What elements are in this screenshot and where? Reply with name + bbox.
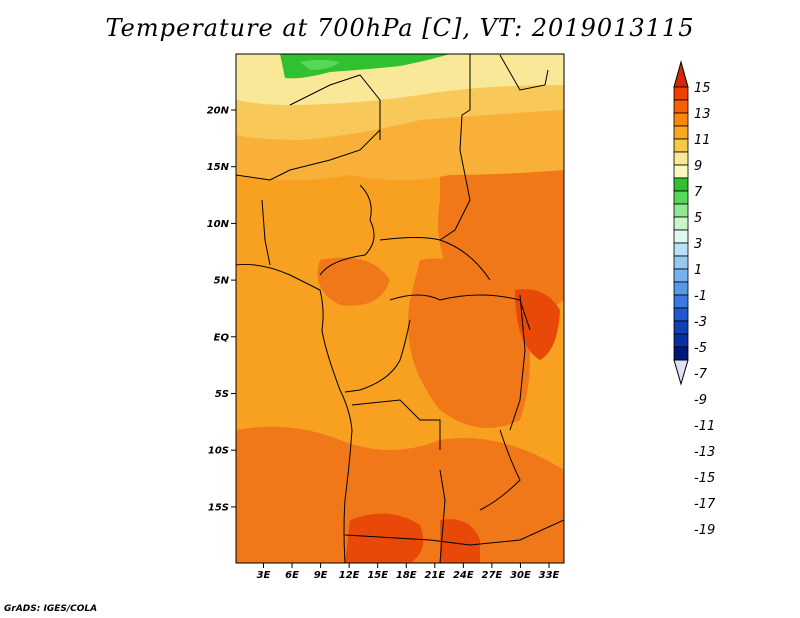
colorbar-label: -1 xyxy=(694,289,707,304)
map-frame xyxy=(235,53,565,564)
colorbar-label: -19 xyxy=(694,523,715,538)
colorbar-swatch xyxy=(673,229,689,244)
colorbar-swatch xyxy=(673,99,689,114)
colorbar-swatch xyxy=(673,333,689,348)
lon-tick-label: 3E xyxy=(257,570,271,581)
colorbar-bottom-triangle xyxy=(673,359,689,386)
colorbar: 15 13 11 9 7 5 3 1 -1 -3 -5 -7 -9 -11 -13 -15 -17 -19 xyxy=(673,60,716,538)
lat-tick-label: EQ xyxy=(214,332,230,343)
longitude-axis: 3E 6E 9E 12E 15E 18E 21E 24E 27E 30E 33E xyxy=(257,563,560,581)
colorbar-swatch xyxy=(673,164,689,179)
lon-tick-label: 9E xyxy=(314,570,328,581)
lon-tick-label: 12E xyxy=(339,570,360,581)
colorbar-swatch xyxy=(673,307,689,322)
lon-tick-label: 30E xyxy=(510,570,531,581)
colorbar-label: 13 xyxy=(694,107,711,122)
colorbar-swatch xyxy=(673,138,689,153)
colorbar-swatch xyxy=(673,242,689,257)
colorbar-swatch xyxy=(673,268,689,283)
lat-tick-label: 20N xyxy=(207,106,230,117)
colorbar-swatch xyxy=(673,190,689,205)
colorbar-swatch xyxy=(673,177,689,192)
lat-tick-label: 10N xyxy=(207,219,230,230)
colorbar-label: -15 xyxy=(694,471,715,486)
colorbar-swatch xyxy=(673,203,689,218)
colorbar-swatch xyxy=(673,112,689,127)
colorbar-label: -7 xyxy=(694,367,708,382)
lat-tick-label: 15S xyxy=(208,502,229,513)
lat-tick-label: 10S xyxy=(208,446,229,457)
colorbar-swatch xyxy=(673,281,689,296)
colorbar-swatch xyxy=(673,346,689,361)
lon-tick-label: 33E xyxy=(539,570,560,581)
lon-tick-label: 15E xyxy=(367,570,388,581)
colorbar-label: 7 xyxy=(694,185,703,200)
colorbar-top-triangle xyxy=(673,60,689,88)
lon-tick-label: 18E xyxy=(396,570,417,581)
colorbar-label: 9 xyxy=(694,159,702,174)
colorbar-swatch xyxy=(673,151,689,166)
temperature-field xyxy=(236,54,564,563)
colorbar-label: 3 xyxy=(694,237,702,252)
colorbar-label: -9 xyxy=(694,393,707,408)
latitude-axis: 20N 15N 10N 5N EQ 5S 10S 15S xyxy=(207,106,236,513)
colorbar-swatch xyxy=(673,320,689,335)
colorbar-swatch xyxy=(673,216,689,231)
lat-tick-label: 5S xyxy=(215,389,229,400)
colorbar-label: 15 xyxy=(694,81,711,96)
colorbar-label: -3 xyxy=(694,315,707,330)
lon-tick-label: 24E xyxy=(453,570,474,581)
lon-tick-label: 6E xyxy=(285,570,299,581)
colorbar-swatch xyxy=(673,294,689,309)
colorbar-label: 5 xyxy=(694,211,702,226)
grads-credit: GrADS: IGES/COLA xyxy=(4,604,98,614)
colorbar-swatch xyxy=(673,255,689,270)
colorbar-swatch xyxy=(673,125,689,140)
lat-tick-label: 15N xyxy=(207,162,230,173)
country-borders xyxy=(236,54,564,563)
colorbar-swatch xyxy=(673,86,689,101)
colorbar-label: -17 xyxy=(694,497,716,512)
lon-tick-label: 21E xyxy=(424,570,445,581)
colorbar-label: -5 xyxy=(694,341,707,356)
colorbar-label: -11 xyxy=(694,419,715,434)
colorbar-label: 1 xyxy=(694,263,702,278)
lon-tick-label: 27E xyxy=(482,570,503,581)
map-title: Temperature at 700hPa [C], VT: 201901311… xyxy=(105,14,695,42)
colorbar-label: 11 xyxy=(694,133,711,148)
colorbar-label: -13 xyxy=(694,445,715,460)
lat-tick-label: 5N xyxy=(214,276,230,287)
